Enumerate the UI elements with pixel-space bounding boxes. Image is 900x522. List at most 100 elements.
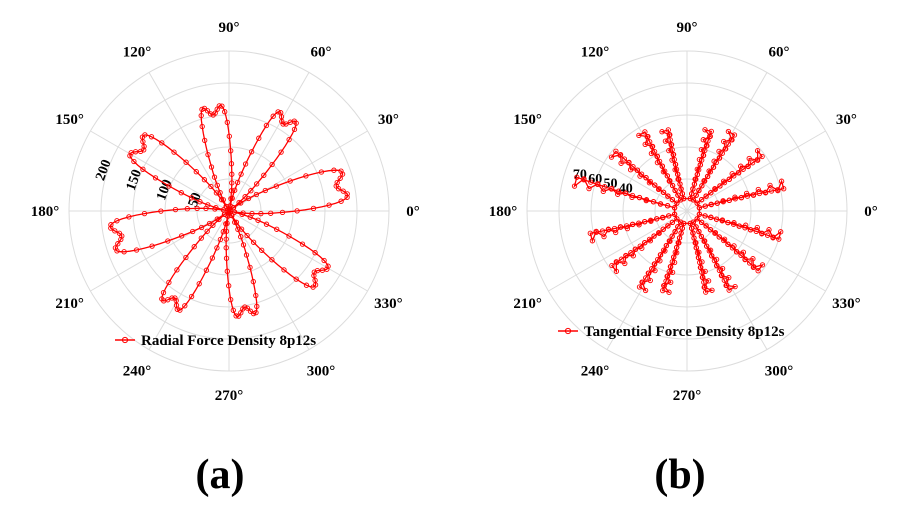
data-point <box>678 230 684 236</box>
data-point <box>243 252 250 258</box>
data-point <box>172 206 179 213</box>
data-point <box>201 177 208 183</box>
data-point <box>228 296 234 303</box>
data-point <box>753 228 759 235</box>
data-point <box>613 148 619 154</box>
data-point <box>286 136 292 143</box>
data-point <box>700 152 706 158</box>
data-point <box>628 250 634 256</box>
data-point <box>140 166 146 172</box>
data-point <box>148 134 155 140</box>
data-point <box>218 197 225 203</box>
data-point <box>676 176 682 182</box>
angle-tick-label: 180° <box>31 204 60 220</box>
data-point <box>183 159 189 165</box>
data-point <box>660 226 666 232</box>
data-point <box>704 243 710 249</box>
data-point <box>198 235 204 241</box>
data-point <box>231 209 237 215</box>
data-point <box>278 110 284 116</box>
data-point <box>654 153 660 160</box>
data-point <box>701 279 707 285</box>
data-point <box>586 185 592 192</box>
data-point <box>699 269 705 275</box>
data-point <box>203 267 210 273</box>
data-point <box>207 111 214 117</box>
data-point <box>275 109 281 115</box>
data-point <box>224 268 230 274</box>
data-point <box>725 241 731 247</box>
data-point <box>725 141 731 147</box>
data-point <box>269 161 275 168</box>
data-point <box>731 132 738 138</box>
data-point <box>729 245 736 251</box>
data-point <box>214 182 220 188</box>
data-point <box>141 147 147 153</box>
data-point <box>281 267 287 273</box>
data-point <box>213 190 220 196</box>
data-point <box>726 176 732 182</box>
data-point <box>208 164 215 170</box>
data-point <box>299 241 306 247</box>
data-point <box>693 192 699 198</box>
data-point <box>708 201 714 208</box>
data-point <box>642 240 648 246</box>
data-point <box>721 138 727 145</box>
data-point <box>672 187 678 194</box>
data-point <box>696 205 703 211</box>
data-point <box>755 268 761 274</box>
data-point <box>632 246 639 253</box>
data-point <box>702 203 708 209</box>
data-point <box>333 183 339 189</box>
angle-tick-label: 120° <box>123 45 152 61</box>
data-point <box>664 273 671 279</box>
data-point <box>673 166 680 172</box>
data-point <box>248 188 254 194</box>
data-point <box>280 121 286 127</box>
data-point <box>716 267 723 274</box>
data-point <box>697 259 703 266</box>
data-point <box>201 105 208 112</box>
data-point <box>742 256 748 262</box>
data-point <box>623 223 630 229</box>
data-point <box>629 192 636 199</box>
data-point <box>217 236 224 243</box>
data-point <box>334 179 340 186</box>
data-point <box>731 173 737 179</box>
data-point <box>660 189 667 196</box>
data-point <box>337 175 343 181</box>
data-point <box>112 245 119 251</box>
data-point <box>314 267 321 274</box>
data-point <box>259 247 265 253</box>
angle-tick-label: 240° <box>581 363 610 379</box>
data-point <box>250 239 257 245</box>
data-point <box>223 245 229 251</box>
data-point <box>220 197 226 203</box>
data-point <box>699 259 705 265</box>
data-point <box>707 169 714 175</box>
data-point <box>141 143 147 150</box>
panel-label: (a) <box>196 452 245 498</box>
data-point <box>720 199 726 205</box>
data-point <box>318 169 325 175</box>
data-point <box>712 186 718 192</box>
data-point <box>721 179 728 186</box>
data-point <box>220 229 226 235</box>
data-point <box>666 213 672 219</box>
data-point <box>666 147 672 154</box>
data-point <box>749 160 756 166</box>
data-point <box>160 289 167 296</box>
data-point <box>664 203 671 209</box>
data-point <box>642 129 648 135</box>
data-point <box>287 178 293 184</box>
data-point <box>675 224 681 230</box>
data-point <box>270 113 276 119</box>
data-point <box>690 186 696 192</box>
angle-tick-label: 300° <box>307 363 336 379</box>
data-point <box>656 158 663 165</box>
data-point <box>695 254 702 261</box>
data-point <box>716 155 722 161</box>
data-point <box>601 233 607 240</box>
data-point <box>269 257 275 263</box>
data-point <box>652 182 658 188</box>
